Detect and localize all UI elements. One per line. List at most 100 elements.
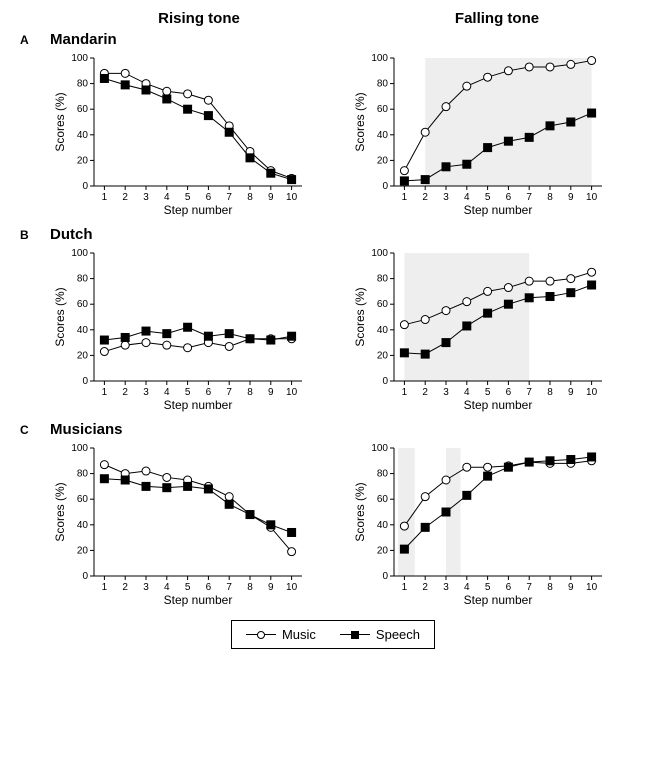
y-axis-label: Scores (%) (353, 92, 367, 151)
panel-right: 02040608010012345678910Step numberScores… (350, 50, 610, 220)
y-tick-label: 60 (377, 299, 389, 310)
y-tick-label: 100 (71, 248, 88, 259)
series-music (100, 461, 295, 556)
y-tick-label: 20 (377, 545, 389, 556)
x-tick-label: 6 (506, 387, 512, 398)
y-tick-label: 40 (377, 325, 389, 336)
x-tick-label: 5 (185, 582, 191, 593)
x-tick-label: 4 (464, 582, 470, 593)
y-tick-label: 0 (82, 571, 88, 582)
x-tick-label: 3 (443, 582, 449, 593)
y-tick-label: 20 (377, 155, 389, 166)
legend: Music Speech (231, 620, 435, 649)
y-tick-label: 60 (77, 299, 89, 310)
x-tick-label: 7 (526, 387, 532, 398)
x-tick-label: 9 (568, 387, 574, 398)
legend-label-music: Music (282, 627, 316, 642)
legend-item-music: Music (246, 627, 316, 642)
x-tick-label: 10 (286, 387, 298, 398)
row-title: Musicians (50, 421, 646, 438)
legend-item-speech: Speech (340, 627, 420, 642)
figure-row: BDutch02040608010012345678910Step number… (20, 226, 646, 415)
x-tick-label: 8 (547, 582, 553, 593)
x-tick-label: 10 (586, 582, 598, 593)
x-tick-label: 10 (586, 192, 598, 203)
y-tick-label: 80 (377, 469, 389, 480)
x-tick-label: 8 (247, 192, 253, 203)
y-tick-label: 100 (371, 443, 388, 454)
x-axis-label: Step number (464, 398, 533, 412)
chart-panel: 02040608010012345678910Step numberScores… (50, 50, 310, 220)
panel-pair: 02040608010012345678910Step numberScores… (50, 440, 646, 610)
row-letter: A (20, 31, 32, 47)
x-tick-label: 5 (485, 387, 491, 398)
x-tick-label: 2 (422, 582, 428, 593)
y-axis-label: Scores (%) (353, 482, 367, 541)
y-tick-label: 60 (377, 494, 389, 505)
panel-left: 02040608010012345678910Step numberScores… (50, 245, 310, 415)
y-tick-label: 40 (377, 520, 389, 531)
column-headers: Rising tone Falling tone (50, 10, 646, 31)
row-letter: B (20, 226, 32, 242)
y-tick-label: 60 (77, 104, 89, 115)
row-title: Mandarin (50, 31, 646, 48)
y-axis-label: Scores (%) (53, 287, 67, 346)
x-tick-label: 9 (268, 387, 274, 398)
y-tick-label: 80 (77, 79, 89, 90)
chart-panel: 02040608010012345678910Step numberScores… (350, 50, 610, 220)
row-title: Dutch (50, 226, 646, 243)
x-tick-label: 8 (247, 582, 253, 593)
y-tick-label: 40 (77, 520, 89, 531)
series-speech (400, 453, 595, 553)
y-tick-label: 100 (71, 443, 88, 454)
x-tick-label: 10 (286, 582, 298, 593)
x-tick-label: 9 (268, 582, 274, 593)
x-tick-label: 1 (402, 387, 408, 398)
y-tick-label: 0 (382, 571, 388, 582)
chart-panel: 02040608010012345678910Step numberScores… (50, 245, 310, 415)
y-tick-label: 100 (71, 53, 88, 64)
x-tick-label: 4 (164, 582, 170, 593)
x-tick-label: 5 (185, 192, 191, 203)
x-tick-label: 7 (226, 582, 232, 593)
x-tick-label: 3 (143, 582, 149, 593)
x-tick-label: 2 (122, 387, 128, 398)
series-speech (100, 74, 295, 183)
chart-panel: 02040608010012345678910Step numberScores… (350, 440, 610, 610)
x-tick-label: 5 (485, 192, 491, 203)
panel-left: 02040608010012345678910Step numberScores… (50, 50, 310, 220)
panel-right: 02040608010012345678910Step numberScores… (350, 440, 610, 610)
x-axis-label: Step number (464, 593, 533, 607)
y-tick-label: 0 (382, 376, 388, 387)
y-axis-label: Scores (%) (53, 482, 67, 541)
x-axis-label: Step number (164, 203, 233, 217)
x-tick-label: 3 (443, 387, 449, 398)
y-tick-label: 80 (377, 79, 389, 90)
square-marker-icon (351, 631, 359, 639)
y-tick-label: 60 (377, 104, 389, 115)
y-tick-label: 40 (77, 130, 89, 141)
chart-panel: 02040608010012345678910Step numberScores… (350, 245, 610, 415)
x-axis-label: Step number (164, 593, 233, 607)
row-content: Musicians02040608010012345678910Step num… (32, 421, 646, 610)
x-tick-label: 8 (547, 192, 553, 203)
col-header-falling: Falling tone (348, 10, 646, 31)
y-tick-label: 0 (82, 181, 88, 192)
col-header-rising: Rising tone (50, 10, 348, 31)
legend-line-icon (246, 634, 276, 635)
panel-pair: 02040608010012345678910Step numberScores… (50, 245, 646, 415)
x-tick-label: 2 (422, 387, 428, 398)
x-axis-label: Step number (164, 398, 233, 412)
panel-right: 02040608010012345678910Step numberScores… (350, 245, 610, 415)
x-tick-label: 7 (526, 582, 532, 593)
x-tick-label: 6 (206, 387, 212, 398)
x-tick-label: 1 (102, 192, 108, 203)
x-tick-label: 3 (143, 192, 149, 203)
y-tick-label: 0 (382, 181, 388, 192)
y-tick-label: 100 (371, 53, 388, 64)
x-tick-label: 10 (586, 387, 598, 398)
x-tick-label: 5 (185, 387, 191, 398)
x-tick-label: 6 (506, 192, 512, 203)
y-tick-label: 20 (377, 350, 389, 361)
series-speech (100, 323, 295, 344)
